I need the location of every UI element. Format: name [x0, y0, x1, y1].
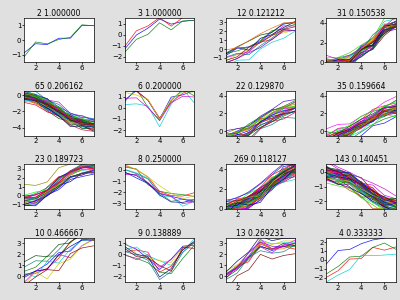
Title: 12 0.121212: 12 0.121212: [236, 9, 284, 18]
Title: 6 0.200000: 6 0.200000: [138, 82, 182, 91]
Title: 4 0.333333: 4 0.333333: [339, 229, 383, 238]
Title: 3 1.000000: 3 1.000000: [138, 9, 182, 18]
Title: 13 0.269231: 13 0.269231: [236, 229, 284, 238]
Title: 65 0.206162: 65 0.206162: [35, 82, 83, 91]
Title: 23 0.189723: 23 0.189723: [35, 155, 83, 164]
Title: 10 0.466667: 10 0.466667: [34, 229, 83, 238]
Title: 2 1.000000: 2 1.000000: [37, 9, 80, 18]
Title: 22 0.129870: 22 0.129870: [236, 82, 284, 91]
Title: 143 0.140451: 143 0.140451: [335, 155, 388, 164]
Title: 9 0.138889: 9 0.138889: [138, 229, 181, 238]
Title: 31 0.150538: 31 0.150538: [337, 9, 385, 18]
Title: 269 0.118127: 269 0.118127: [234, 155, 287, 164]
Title: 35 0.159664: 35 0.159664: [337, 82, 386, 91]
Title: 8 0.250000: 8 0.250000: [138, 155, 181, 164]
